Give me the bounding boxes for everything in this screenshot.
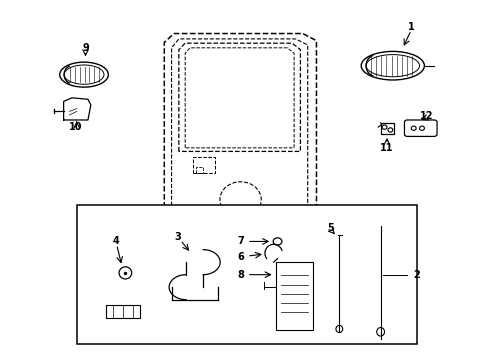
Bar bbox=[77, 205, 416, 344]
Text: 3: 3 bbox=[174, 232, 181, 242]
Text: 6: 6 bbox=[237, 252, 244, 262]
Text: 10: 10 bbox=[68, 122, 82, 132]
Text: 12: 12 bbox=[419, 111, 433, 121]
Text: 11: 11 bbox=[380, 143, 393, 153]
Text: 8: 8 bbox=[237, 270, 244, 280]
Text: 1: 1 bbox=[407, 22, 414, 32]
Text: 7: 7 bbox=[237, 237, 244, 247]
Bar bbox=[276, 262, 312, 330]
Text: 9: 9 bbox=[82, 43, 89, 53]
Text: 5: 5 bbox=[327, 223, 334, 233]
Text: 2: 2 bbox=[413, 270, 420, 280]
Text: 4: 4 bbox=[113, 236, 119, 246]
